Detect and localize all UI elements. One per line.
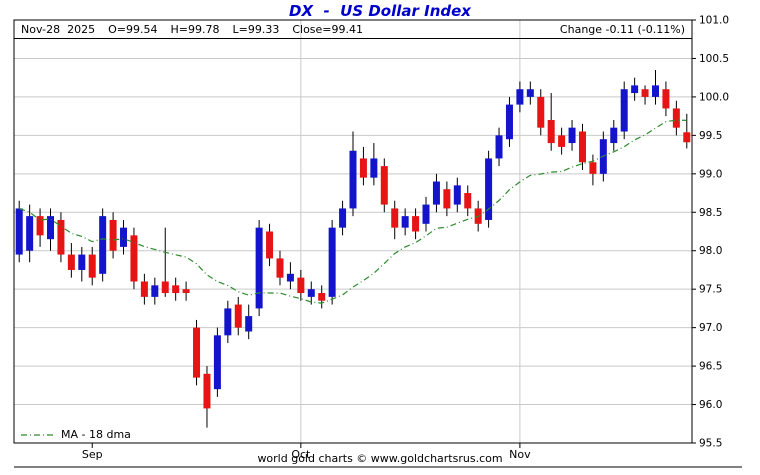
svg-text:100.5: 100.5 xyxy=(699,53,729,65)
ohlc-values: Nov-28 2025 O=99.54 H=99.78 L=99.33 Clos… xyxy=(21,23,363,36)
svg-text:99.0: 99.0 xyxy=(699,168,722,180)
svg-text:Oct: Oct xyxy=(291,448,311,461)
quote-open: O=99.54 xyxy=(108,22,158,36)
copyright-footer: world gold charts © www.goldchartsrus.co… xyxy=(257,452,503,465)
quote-high: H=99.78 xyxy=(170,22,220,36)
ohlc-info-bar: Nov-28 2025 O=99.54 H=99.78 L=99.33 Clos… xyxy=(14,20,692,39)
svg-text:96.0: 96.0 xyxy=(699,399,722,411)
ma-legend: MA - 18 dma xyxy=(20,428,131,441)
svg-text:95.5: 95.5 xyxy=(699,438,722,450)
svg-text:97.5: 97.5 xyxy=(699,284,722,296)
quote-change: Change -0.11 (-0.11%) xyxy=(559,22,685,36)
svg-text:98.5: 98.5 xyxy=(699,207,722,219)
svg-text:98.0: 98.0 xyxy=(699,245,722,257)
svg-text:101.0: 101.0 xyxy=(699,15,729,27)
svg-text:99.5: 99.5 xyxy=(699,130,722,142)
quote-close: Close=99.41 xyxy=(292,22,364,36)
ma-legend-label: MA - 18 dma xyxy=(61,428,131,441)
ma-line-sample-icon xyxy=(21,433,53,436)
svg-text:Nov: Nov xyxy=(509,448,531,461)
svg-text:97.0: 97.0 xyxy=(699,322,722,334)
quote-date: Nov-28 2025 xyxy=(21,22,96,36)
chart-title: DX - US Dollar Index xyxy=(289,2,471,20)
quote-low: L=99.33 xyxy=(232,22,280,36)
svg-text:Sep: Sep xyxy=(82,448,103,461)
svg-text:96.5: 96.5 xyxy=(699,361,722,373)
svg-text:100.0: 100.0 xyxy=(699,91,729,103)
